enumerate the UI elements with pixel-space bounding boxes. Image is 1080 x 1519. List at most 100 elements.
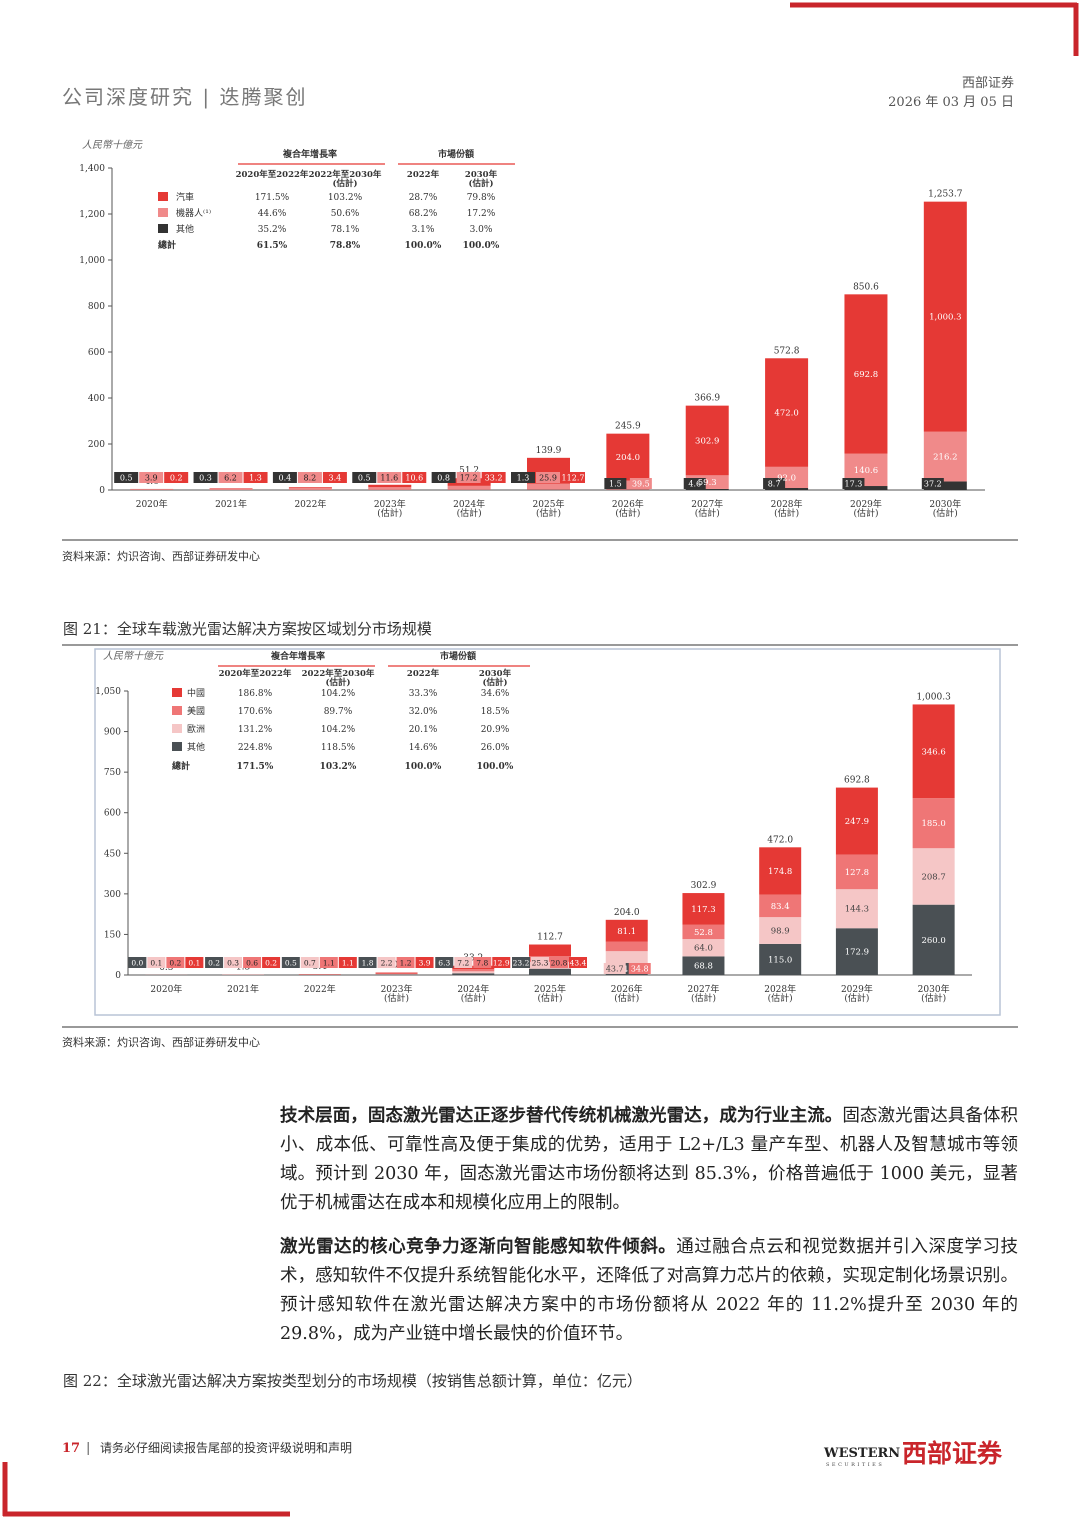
table-cell: 104.2%: [321, 689, 356, 699]
table-cell: 61.5%: [257, 241, 288, 251]
x-tick-label: 2020年: [136, 498, 168, 510]
legend-label: 中國: [187, 687, 205, 699]
total-label: 51.2: [459, 466, 479, 476]
table-cell: 18.5%: [481, 707, 510, 717]
value-label: 39.5: [632, 480, 650, 489]
logo-en: WESTERN: [823, 1446, 900, 1461]
table-cell: 50.6%: [331, 209, 360, 219]
x-tick-label: 2029年(估計): [841, 983, 873, 1004]
table-cell: 17.2%: [467, 209, 496, 219]
table-cell: 34.6%: [481, 689, 510, 699]
table-cell: 3.0%: [470, 225, 493, 235]
table-cell: 100.0%: [463, 241, 500, 251]
label-box: [604, 478, 627, 489]
value-label: 37.2: [924, 480, 942, 489]
bar-segment: [452, 973, 495, 975]
x-tick-label: 2022年: [294, 498, 326, 510]
label-box: [319, 957, 338, 968]
label-box: [338, 957, 357, 968]
label-box: [415, 957, 434, 968]
label-box: [842, 478, 865, 489]
y-tick-label: 1,050: [95, 687, 121, 697]
header-left: 公司深度研究 | 迭腾聚创: [62, 85, 307, 110]
value-label: 25.3: [532, 959, 549, 968]
value-label: 0.6: [246, 959, 258, 968]
figure-caption: 图 22：全球激光雷达解决方案按类型划分的市场规模（按销售总额计算，单位：亿元）: [63, 1372, 642, 1390]
bar-segment: [835, 854, 878, 890]
bar-segment: [835, 889, 878, 929]
label-box: [512, 957, 530, 968]
total-label: 1,253.7: [928, 190, 963, 200]
value-label: 472.0: [774, 409, 798, 419]
y-tick-label: 750: [104, 768, 121, 778]
footer-note: 请务必仔细阅读报告尾部的投资评级说明和声明: [100, 1440, 352, 1455]
total-label: 366.9: [694, 394, 720, 404]
label-box: [166, 957, 185, 968]
table-cell: 89.7%: [324, 707, 353, 717]
x-tick-label: 2026年(估計): [612, 498, 644, 519]
bar-segment: [375, 973, 418, 975]
x-tick-label: 2030年(估計): [929, 498, 961, 519]
label-box: [531, 957, 549, 968]
label-box: [262, 957, 281, 968]
bar-segment: [527, 483, 570, 490]
value-label: 1.5: [609, 480, 622, 489]
table-cell: 3.1%: [412, 225, 435, 235]
label-box: [164, 472, 189, 483]
total-label: 245.9: [615, 422, 641, 432]
x-tick-label: 2025年(估計): [534, 983, 566, 1004]
chart-frame: [94, 648, 1001, 1016]
value-label: 247.9: [845, 817, 869, 827]
logo-sub: SECURITIES: [826, 1462, 884, 1468]
total-label: 112.7: [537, 933, 563, 943]
label-box: [185, 957, 204, 968]
value-label: 83.4: [771, 902, 790, 912]
value-label: 3.9: [145, 474, 158, 483]
value-label: 172.9: [845, 948, 869, 958]
bar-segment: [288, 488, 332, 490]
total-label: 572.8: [774, 346, 800, 356]
y-tick-label: 600: [104, 809, 121, 819]
label-box: [224, 957, 243, 968]
bar-segment: [452, 971, 495, 974]
bar-segment: [685, 405, 729, 476]
y-tick-label: 0: [115, 971, 121, 981]
label-box: [396, 957, 415, 968]
table-cell: 118.5%: [321, 743, 356, 753]
bar-segment: [209, 488, 253, 490]
value-label: 10.6: [405, 474, 423, 483]
body-text: 技术层面，固态激光雷达正逐步替代传统机械激光雷达，成为行业主流。固态激光雷达具备…: [280, 1102, 1018, 1364]
value-label: 302.9: [695, 436, 719, 446]
table-cell: 20.9%: [481, 725, 510, 735]
bar-segment: [375, 972, 418, 974]
bar-segment: [452, 969, 495, 972]
value-label: 185.0: [921, 819, 945, 829]
value-label: 0.5: [120, 474, 133, 483]
bar-segment: [529, 944, 571, 957]
y-tick-label: 150: [104, 930, 121, 940]
legend-swatch: [158, 192, 168, 201]
table-group: 市場份額: [440, 650, 476, 662]
label-box: [763, 478, 786, 489]
label-box: [193, 472, 218, 483]
table-cell: 33.3%: [409, 689, 438, 699]
table-column: 2022年至2030年(估計): [309, 169, 382, 189]
total-label: 302.9: [691, 881, 717, 891]
label-box: [683, 478, 706, 489]
total-label: 204.0: [614, 908, 640, 918]
legend-label: 汽車: [176, 191, 194, 203]
label-box: [300, 957, 319, 968]
value-label: 6.2: [224, 474, 237, 483]
bar-segment: [529, 968, 571, 975]
label-box: [358, 957, 377, 968]
table-cell: 171.5%: [237, 762, 274, 772]
bar-segment: [605, 941, 648, 952]
total-label: 1,000.3: [916, 692, 951, 702]
x-tick-label: 2024年(估計): [453, 498, 485, 519]
label-box: [205, 957, 224, 968]
lead: 技术层面，固态激光雷达正逐步替代传统机械激光雷达，成为行业主流。: [280, 1106, 843, 1126]
bar-segment: [130, 488, 174, 490]
value-label: 43.4: [570, 959, 587, 968]
bar-segment: [912, 848, 955, 905]
label-box: [431, 472, 456, 483]
